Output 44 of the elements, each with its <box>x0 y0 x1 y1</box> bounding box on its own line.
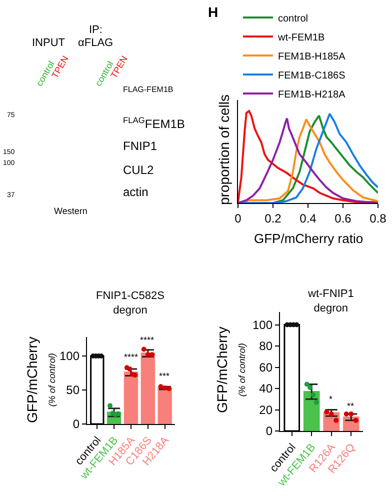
legend-label: control <box>278 13 308 24</box>
y-tick-label: 80 <box>259 339 273 354</box>
text: $^{FLAG}$FEM1B <box>123 115 185 132</box>
legend-label: wt-FEM1B <box>277 32 325 44</box>
legend-label: FEM1B-C186S <box>278 70 346 82</box>
text: CUL2 <box>123 163 154 177</box>
bar <box>303 390 320 431</box>
y-tick-label: 100 <box>59 349 80 364</box>
annotation: **** <box>124 352 139 362</box>
text: actin <box>123 185 148 199</box>
text: FNIP1 <box>123 139 158 153</box>
annotation: *** <box>159 371 170 381</box>
x-tick-label: 0.6 <box>334 212 352 226</box>
bar <box>158 387 172 424</box>
annotation: * <box>329 394 333 404</box>
chart-title: FNIP1-C582S degron <box>96 290 164 316</box>
bar <box>124 372 138 424</box>
text: FLAG-FEM1B <box>123 85 174 94</box>
x-axis-title: GFP/mCherry ratio <box>254 231 364 246</box>
text: H <box>208 4 218 20</box>
x-tick-label: 0.2 <box>264 212 282 226</box>
annotation: ** <box>347 401 354 411</box>
y-axis-title: GFP/mCherry (% of control) <box>214 326 248 413</box>
text: Western <box>54 206 88 216</box>
y-tick-label: 0 <box>72 417 80 432</box>
x-tick-label: 0 <box>234 212 242 226</box>
y-tick-label: 40 <box>259 382 273 396</box>
annotation: **** <box>140 335 155 345</box>
chart-title: wt-FNIP1 degron <box>307 288 354 314</box>
legend-label: FEM1B-H218A <box>278 89 346 100</box>
text: INPUT <box>32 37 66 49</box>
y-tick-label: 0 <box>266 424 273 438</box>
y-axis-title: GFP/mCherry (% of control) <box>24 336 58 423</box>
text: αFLAG <box>78 37 114 49</box>
legend-label: FEM1B-H185A <box>278 51 346 62</box>
y-tick-label: 20 <box>259 402 273 417</box>
x-tick-label: 0.4 <box>300 212 317 226</box>
y-tick-label: 60 <box>259 360 273 374</box>
y-tick-label: 100 <box>252 318 273 332</box>
bar <box>140 352 156 424</box>
text: IP: <box>89 24 102 36</box>
y-axis-title: proportion of cells <box>216 94 232 205</box>
y-tick-label: 50 <box>66 383 80 398</box>
x-tick-label: 0.8 <box>370 212 387 226</box>
